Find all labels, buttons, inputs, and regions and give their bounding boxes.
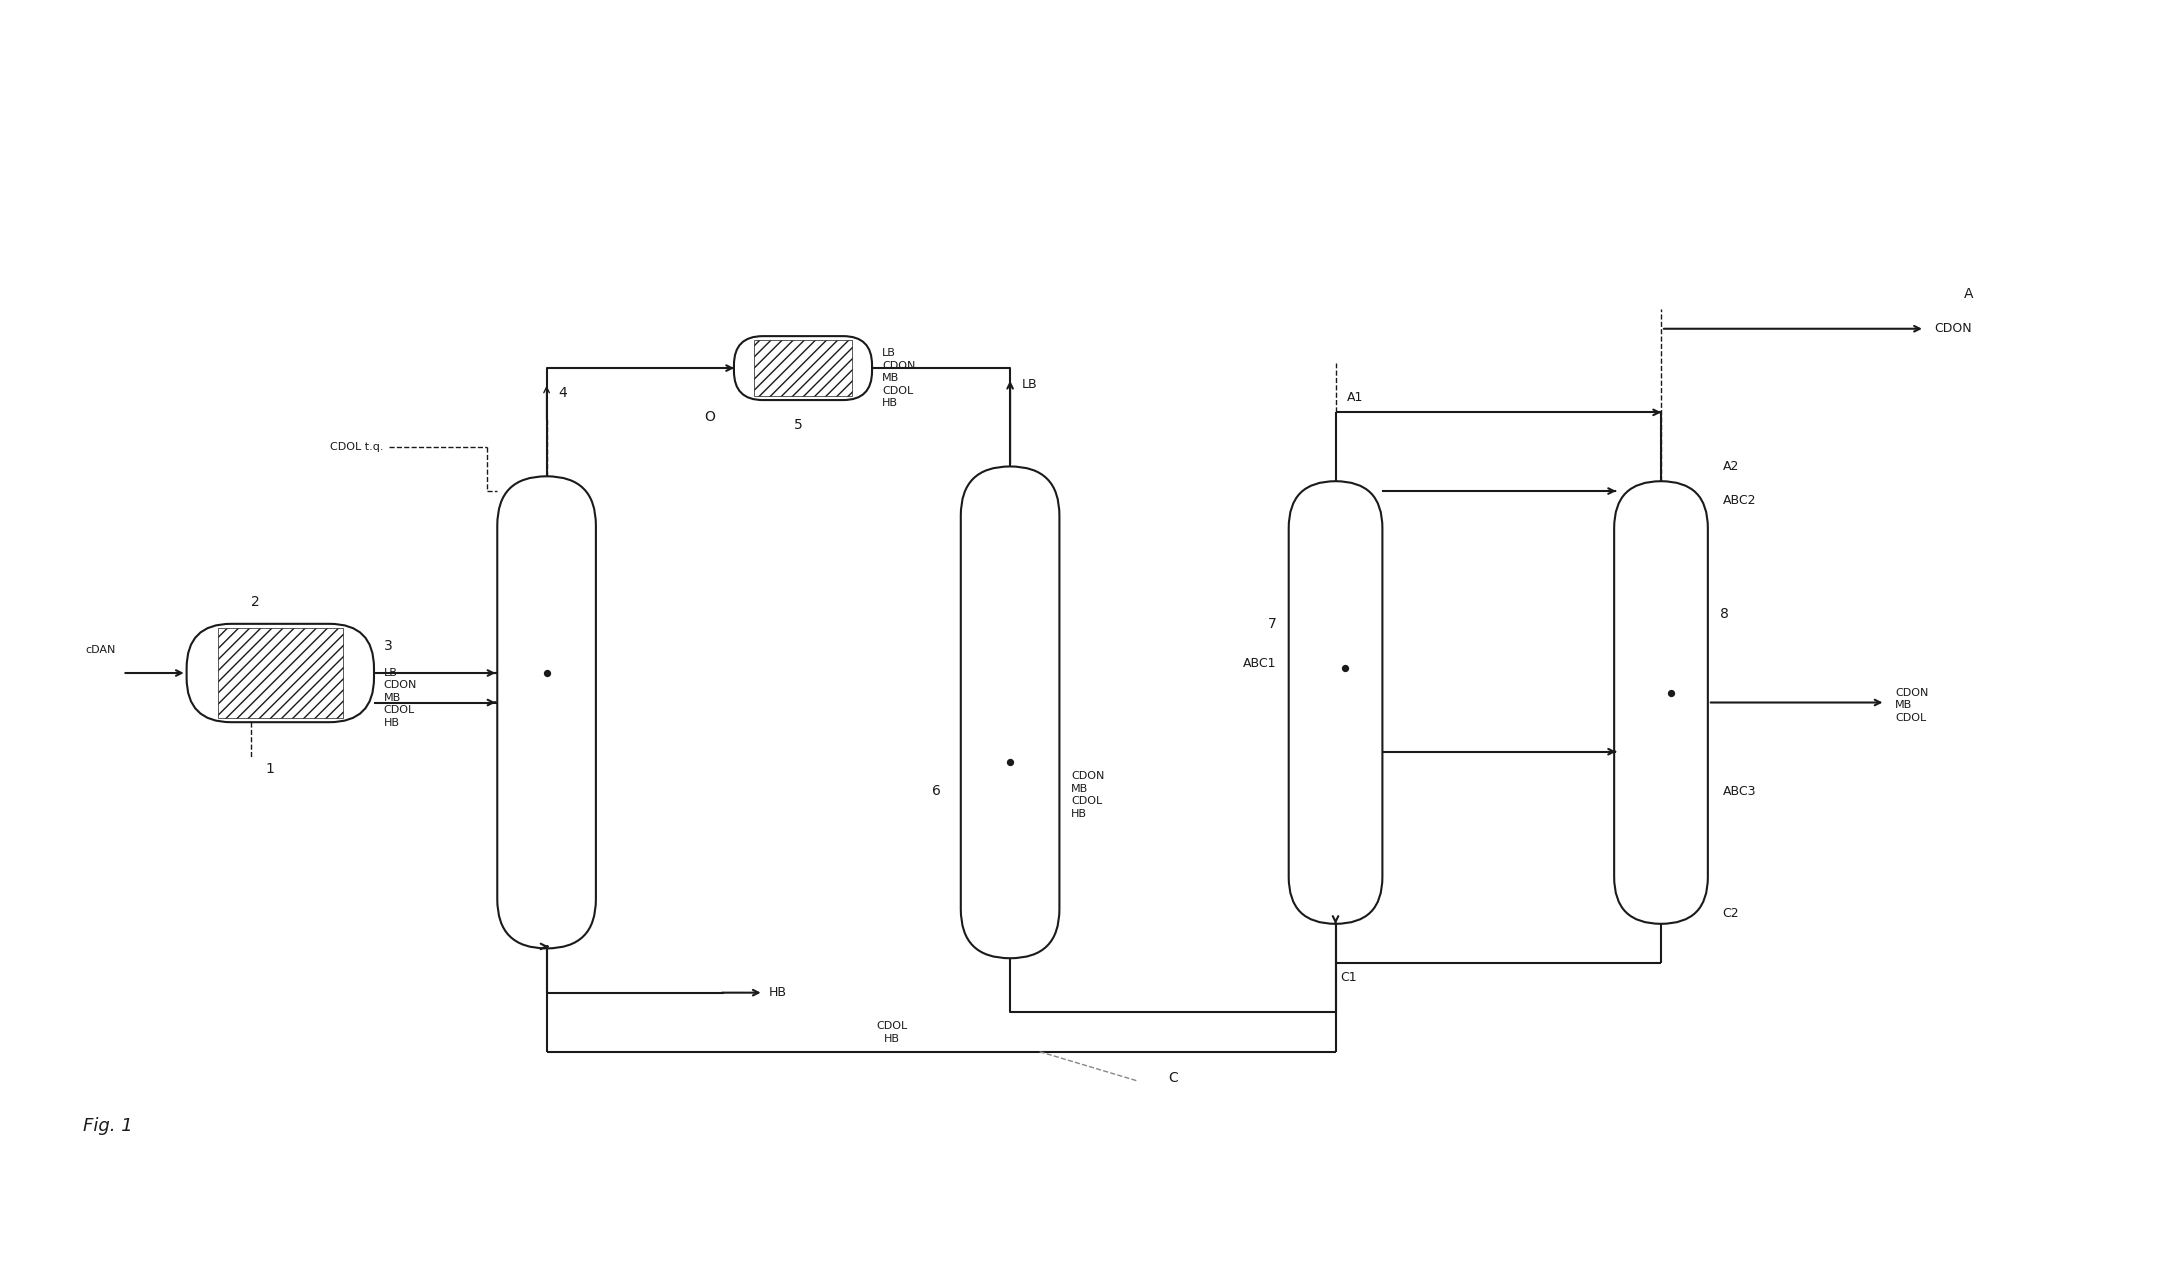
FancyBboxPatch shape (497, 476, 597, 949)
Text: ABC1: ABC1 (1244, 656, 1276, 669)
Text: cDAN: cDAN (85, 645, 115, 655)
Text: ABC2: ABC2 (1723, 494, 1755, 507)
Text: 8: 8 (1721, 607, 1729, 622)
Text: C2: C2 (1723, 907, 1740, 920)
Text: 3: 3 (383, 640, 392, 654)
Text: O: O (703, 411, 714, 425)
Text: 2: 2 (250, 595, 259, 609)
FancyBboxPatch shape (1614, 481, 1708, 924)
Text: 4: 4 (558, 386, 566, 400)
Point (1329, 658, 1363, 678)
Text: A1: A1 (1348, 391, 1363, 404)
FancyBboxPatch shape (734, 336, 871, 400)
Text: C: C (1167, 1071, 1178, 1085)
Text: A2: A2 (1723, 459, 1738, 472)
Text: CDOL
HB: CDOL HB (876, 1022, 908, 1044)
FancyBboxPatch shape (187, 624, 375, 722)
Text: HB: HB (769, 986, 786, 999)
Text: CDON
MB
CDOL
HB: CDON MB CDOL HB (1072, 771, 1104, 819)
Text: A: A (1965, 287, 1973, 301)
Text: CDON
MB
CDOL: CDON MB CDOL (1895, 687, 1928, 722)
FancyBboxPatch shape (1289, 481, 1383, 924)
Text: ABC3: ABC3 (1723, 785, 1755, 798)
Text: CDON: CDON (1934, 322, 1973, 335)
Text: 5: 5 (793, 418, 802, 431)
Text: LB: LB (1021, 378, 1037, 391)
Text: 7: 7 (1268, 616, 1276, 631)
Point (1653, 682, 1688, 703)
Text: 6: 6 (932, 784, 941, 798)
FancyBboxPatch shape (960, 466, 1059, 959)
Point (529, 663, 564, 683)
Text: C1: C1 (1339, 970, 1357, 985)
Text: CDOL t.q.: CDOL t.q. (331, 441, 383, 452)
Text: LB
CDON
MB
CDOL
HB: LB CDON MB CDOL HB (882, 349, 915, 408)
Text: 1: 1 (266, 762, 274, 776)
Text: LB
CDON
MB
CDOL
HB: LB CDON MB CDOL HB (383, 668, 418, 727)
Point (993, 752, 1028, 772)
Text: Fig. 1: Fig. 1 (83, 1117, 133, 1135)
